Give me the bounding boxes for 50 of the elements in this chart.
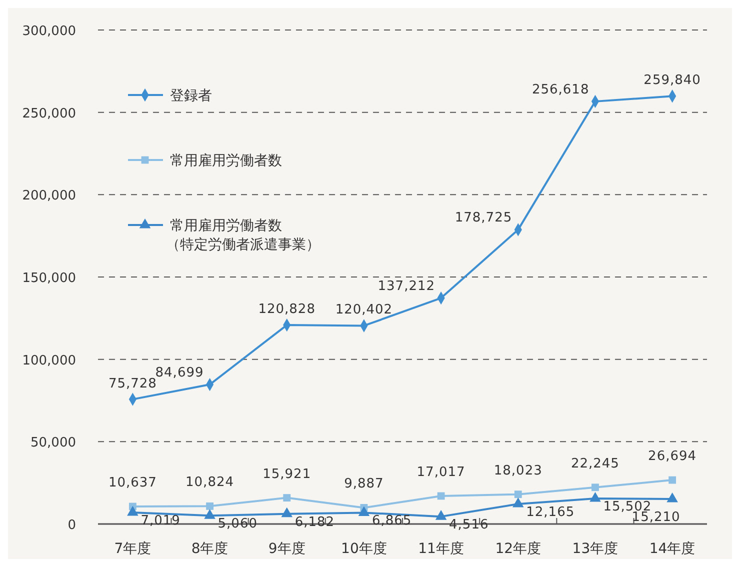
- point: [668, 476, 676, 484]
- point: [206, 502, 214, 510]
- point: [283, 494, 291, 502]
- data-label: 256,618: [532, 82, 590, 98]
- x-tick-label: 7年度: [114, 541, 152, 557]
- data-label: 15,210: [632, 510, 680, 525]
- x-tick-label: 9年度: [268, 541, 306, 557]
- data-label: 12,165: [526, 504, 575, 520]
- point: [437, 492, 445, 500]
- data-label: 15,921: [262, 466, 312, 482]
- point: [512, 497, 524, 508]
- data-label: 17,017: [416, 464, 466, 480]
- point: [666, 492, 678, 502]
- point: [435, 510, 447, 520]
- data-label: 18,023: [494, 463, 542, 478]
- legend-label: 常用雇用労働者数（特定労働者派遣事業）: [166, 218, 320, 253]
- point: [514, 490, 522, 498]
- point: [281, 507, 292, 518]
- data-label: 178,725: [454, 210, 512, 226]
- point: [127, 506, 138, 516]
- data-label: 9,887: [344, 476, 384, 492]
- x-tick-label: 13年度: [572, 541, 618, 557]
- data-label: 10,824: [186, 475, 234, 490]
- data-label: 22,245: [570, 456, 620, 472]
- data-label: 259,840: [644, 73, 701, 88]
- y-tick-label: 200,000: [22, 188, 76, 204]
- point: [204, 509, 216, 519]
- x-tick-label: 12年度: [495, 541, 542, 557]
- data-label: 10,637: [108, 475, 157, 490]
- data-label: 75,728: [108, 376, 157, 392]
- x-tick-label: 8年度: [191, 541, 228, 557]
- point: [358, 506, 370, 516]
- y-tick-label: 0: [68, 518, 76, 533]
- data-label: 84,699: [155, 366, 204, 381]
- point: [592, 484, 599, 492]
- x-tick-label: 14年度: [649, 541, 696, 557]
- data-label: 137,212: [378, 279, 436, 294]
- data-label: 26,694: [648, 449, 697, 464]
- x-tick-label: 11年度: [418, 541, 464, 557]
- point: [590, 492, 601, 502]
- y-tick-label: 150,000: [22, 271, 76, 286]
- y-tick-label: 50,000: [30, 436, 76, 451]
- legend-label: 登録者: [170, 88, 212, 104]
- data-label: 120,402: [335, 302, 393, 318]
- x-tick-label: 10年度: [341, 541, 387, 557]
- data-label: 120,828: [258, 302, 316, 318]
- y-tick-label: 250,000: [22, 106, 76, 122]
- y-tick-label: 100,000: [22, 353, 76, 368]
- y-tick-label: 300,000: [22, 24, 76, 39]
- legend-label: 常用雇用労働者数: [170, 153, 282, 169]
